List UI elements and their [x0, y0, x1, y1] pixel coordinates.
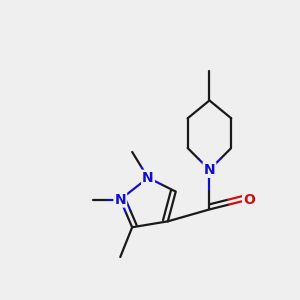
Text: N: N [142, 171, 154, 185]
Text: N: N [115, 193, 126, 206]
Text: N: N [204, 163, 215, 177]
Text: O: O [243, 193, 255, 206]
